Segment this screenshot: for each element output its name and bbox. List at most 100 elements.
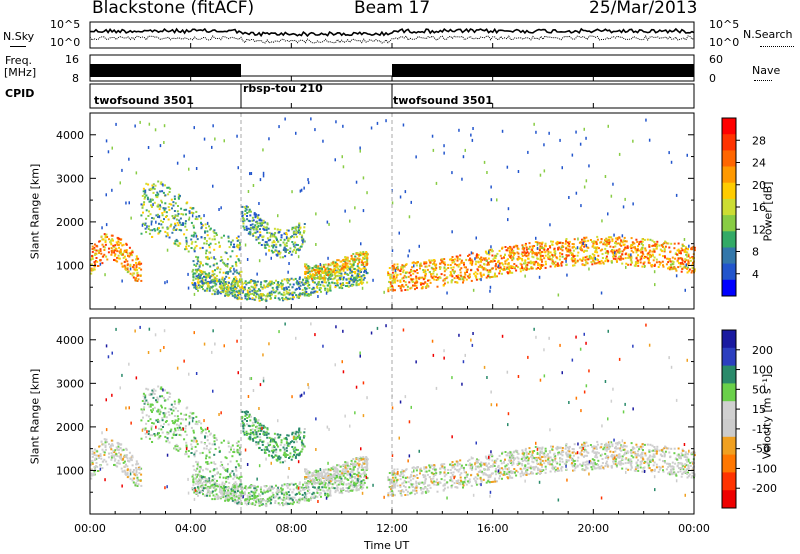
velocity-point <box>114 464 117 467</box>
power-point <box>439 268 442 270</box>
power-point <box>630 260 633 263</box>
velocity-point <box>279 456 282 459</box>
power-point <box>625 240 628 243</box>
power-point <box>630 249 633 252</box>
power-speckle <box>319 263 322 266</box>
power-point <box>606 240 609 243</box>
power-point <box>129 263 132 266</box>
power-point <box>521 254 524 257</box>
power-point <box>327 267 330 270</box>
power-point <box>589 257 592 260</box>
power-point <box>105 255 108 258</box>
velocity-point <box>294 482 297 485</box>
power-point <box>314 270 317 273</box>
power-point <box>196 262 199 265</box>
nave-dots <box>754 80 772 81</box>
power-point <box>260 293 263 296</box>
power-point <box>597 247 600 250</box>
power-point <box>101 262 104 265</box>
power-point <box>91 245 94 248</box>
power-point <box>324 277 327 280</box>
power-point <box>322 263 325 266</box>
power-point <box>320 287 322 290</box>
velocity-point <box>207 485 210 488</box>
power-point <box>349 277 352 280</box>
power-point <box>582 258 585 261</box>
velocity-point <box>305 492 308 495</box>
velocity-point <box>197 461 200 464</box>
power-point <box>331 263 334 266</box>
power-point <box>396 268 399 271</box>
power-point <box>595 247 598 250</box>
power-point <box>347 277 350 280</box>
velocity-point <box>164 389 166 392</box>
power-speckle <box>314 128 316 132</box>
velocity-point <box>209 432 212 435</box>
power-point <box>164 216 167 218</box>
power-point <box>262 235 265 238</box>
power-point <box>252 279 255 282</box>
power-point <box>282 241 285 244</box>
power-point <box>108 238 110 241</box>
power-point <box>272 239 275 242</box>
power-point <box>196 238 199 241</box>
power-point <box>191 207 194 210</box>
power-point <box>687 270 690 273</box>
velocity-point <box>172 434 175 436</box>
velocity-point <box>200 422 203 425</box>
velocity-point <box>145 422 148 425</box>
power-point <box>175 218 178 221</box>
power-point <box>283 247 286 250</box>
power-point <box>583 237 586 240</box>
power-speckle <box>101 226 103 230</box>
velocity-point <box>143 408 145 411</box>
power-point <box>233 270 236 273</box>
power-point <box>253 284 256 287</box>
power-point <box>198 276 201 279</box>
power-point <box>342 265 345 268</box>
power-point <box>528 261 531 264</box>
power-point <box>239 297 242 300</box>
velocity-point <box>293 441 296 444</box>
power-point <box>161 190 164 193</box>
power-point <box>540 263 543 266</box>
power-point <box>402 265 405 267</box>
power-point <box>335 275 338 278</box>
power-point <box>157 232 160 235</box>
cpid-label: CPID <box>5 87 35 100</box>
power-point <box>298 278 301 281</box>
velocity-point <box>96 450 99 453</box>
velocity-point <box>155 419 158 422</box>
power-point <box>164 202 167 205</box>
velocity-point <box>342 481 345 484</box>
velocity-point <box>175 448 178 451</box>
power-point <box>136 274 139 277</box>
power-point <box>293 291 296 294</box>
power-point <box>151 184 154 187</box>
power-point <box>687 259 690 262</box>
power-point <box>99 250 102 252</box>
power-point <box>283 293 286 296</box>
power-point <box>450 281 453 284</box>
power-point <box>206 275 209 278</box>
velocity-point <box>120 455 122 458</box>
power-speckle <box>612 182 614 186</box>
power-point <box>630 261 633 264</box>
power-point <box>106 258 109 261</box>
power-speckle <box>327 256 329 260</box>
power-point <box>93 265 96 268</box>
power-point <box>283 232 286 235</box>
power-speckle <box>588 255 591 259</box>
power-point <box>352 263 355 266</box>
power-point <box>131 251 134 254</box>
velocity-point <box>269 485 272 488</box>
velocity-point <box>259 439 262 442</box>
power-point <box>324 278 327 281</box>
power-point <box>256 217 259 219</box>
velocity-point <box>171 420 174 422</box>
power-speckle <box>527 150 529 154</box>
velocity-point <box>182 418 185 421</box>
velocity-point <box>279 449 282 452</box>
power-point <box>327 289 329 292</box>
velocity-point <box>162 412 165 415</box>
